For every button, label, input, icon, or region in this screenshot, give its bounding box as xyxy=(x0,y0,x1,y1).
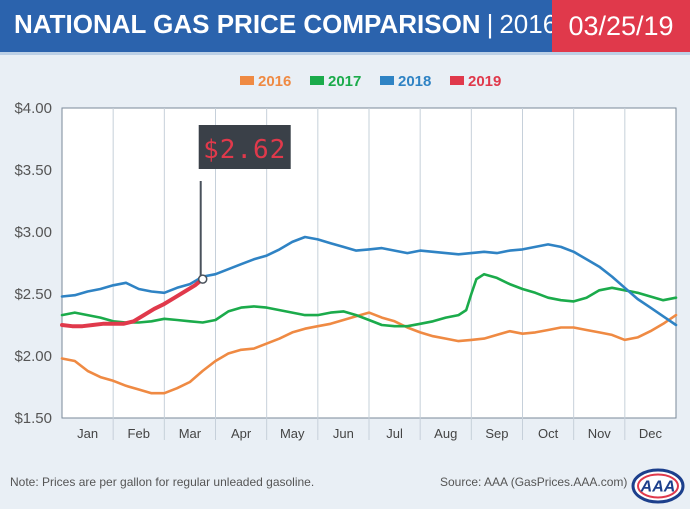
x-tick-label: Dec xyxy=(639,426,663,441)
series-line-2017 xyxy=(60,272,678,328)
callout-box xyxy=(198,125,291,169)
x-axis: Jan Feb Mar Apr May Jun Jul Aug Sep Oct Nov Dec xyxy=(77,426,662,441)
legend-swatch-2016 xyxy=(240,76,254,85)
y-tick-label: $2.00 xyxy=(14,348,52,365)
legend-label-2016: 2016 xyxy=(258,73,291,90)
price-callout: $2.62 xyxy=(197,125,291,284)
footnote: Note: Prices are per gallon for regular … xyxy=(10,475,315,489)
legend-swatch-2018 xyxy=(380,76,394,85)
legend-swatch-2017 xyxy=(310,76,324,85)
x-tick-label: Apr xyxy=(231,426,252,441)
y-tick-label: $3.00 xyxy=(14,224,52,241)
title-main: NATIONAL GAS PRICE COMPARISON xyxy=(14,9,481,39)
source-note: Source: AAA (GasPrices.AAA.com) xyxy=(440,475,628,489)
title-separator: | xyxy=(486,9,494,39)
legend-swatch-2019 xyxy=(450,76,464,85)
x-tick-label: Jan xyxy=(77,426,98,441)
callout-label: $2.62 xyxy=(203,135,286,165)
series-lines xyxy=(60,235,678,395)
header-banner: NATIONAL GAS PRICE COMPARISON|2016-2019 … xyxy=(0,0,690,52)
x-tick-label: Mar xyxy=(179,426,202,441)
gas-price-line-chart: 2016 2017 2018 2019 $1.50 $2.00 $2.50 $3.00 $3.… xyxy=(14,73,678,441)
header-stripe xyxy=(0,52,690,55)
legend-label-2019: 2019 xyxy=(468,73,501,90)
series-line-2019 xyxy=(60,277,205,329)
x-tick-label: Feb xyxy=(128,426,150,441)
x-tick-label: Aug xyxy=(434,426,457,441)
y-tick-label: $3.50 xyxy=(14,162,52,179)
aaa-logo-icon: AAA xyxy=(631,468,685,504)
svg-text:AAA: AAA xyxy=(640,479,676,496)
x-tick-label: Oct xyxy=(538,426,559,441)
chart-legend: 2016 2017 2018 2019 xyxy=(240,73,501,90)
y-tick-label: $4.00 xyxy=(14,100,52,117)
legend-label-2017: 2017 xyxy=(328,73,361,90)
x-tick-label: Sep xyxy=(485,426,508,441)
y-axis: $1.50 $2.00 $2.50 $3.00 $3.50 $4.00 xyxy=(14,100,52,427)
date-badge: 03/25/19 xyxy=(552,0,690,52)
y-tick-label: $1.50 xyxy=(14,410,52,427)
series-line-2016 xyxy=(60,311,678,395)
x-tick-label: Jul xyxy=(386,426,403,441)
legend-label-2018: 2018 xyxy=(398,73,431,90)
x-tick-label: Nov xyxy=(588,426,612,441)
callout-point xyxy=(197,274,208,284)
page-title: NATIONAL GAS PRICE COMPARISON|2016-2019 xyxy=(14,9,624,40)
series-line-2018 xyxy=(60,235,678,327)
x-tick-label: May xyxy=(280,426,305,441)
x-tick-label: Jun xyxy=(333,426,354,441)
y-tick-label: $2.50 xyxy=(14,286,52,303)
